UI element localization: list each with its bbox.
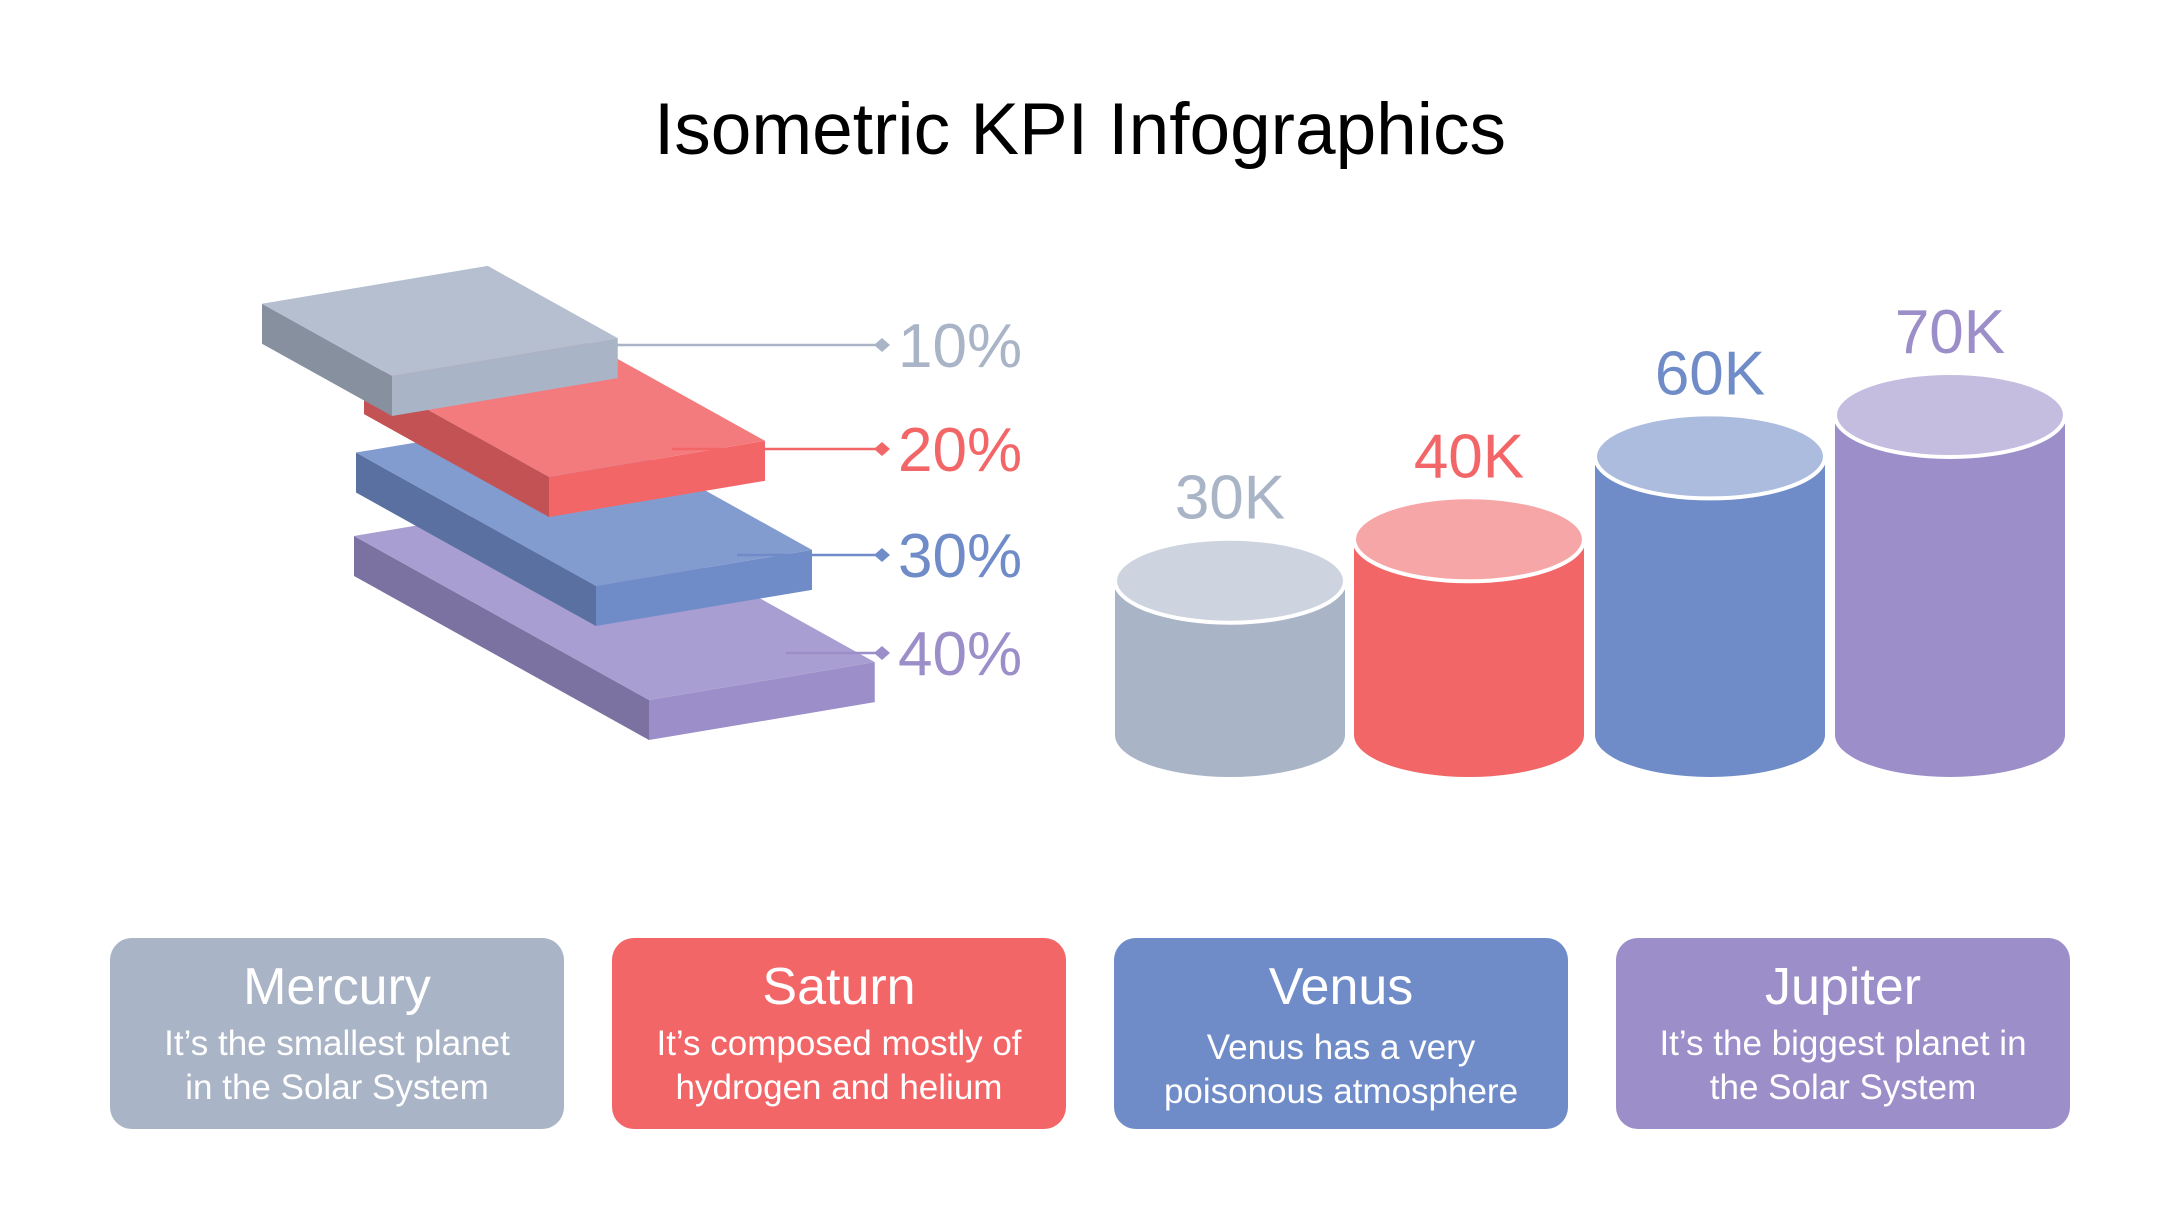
card-title: Jupiter (1764, 958, 1922, 1016)
pointer-dot (874, 442, 890, 456)
cylinder-top (1113, 536, 1347, 625)
slab-side-face (262, 303, 392, 416)
slab-front-face (596, 549, 813, 626)
card-description-line: the Solar System (1709, 1067, 1977, 1107)
card-description-line: in the Solar System (185, 1067, 489, 1107)
card-description-line: It’s the biggest planet in (1659, 1023, 2027, 1063)
slab-front-face (392, 338, 618, 416)
pointer-dot (874, 338, 890, 352)
card-venus: Venus Venus has a very poisonous atmosph… (1114, 938, 1568, 1129)
pointer-dot (874, 646, 890, 660)
pointer-dot (874, 548, 890, 562)
card-description: It’s composed mostly of hydrogen and hel… (612, 1022, 1066, 1110)
card-title: Mercury (243, 958, 431, 1016)
card-description-line: It’s composed mostly of (656, 1023, 1022, 1063)
cylinder-body (1354, 539, 1584, 777)
cylinder-top (1352, 495, 1586, 584)
slab-front-face (549, 440, 766, 517)
cylinder-value-label: 70K (1895, 298, 2005, 367)
kpi-percent-label: 30% (898, 522, 1022, 591)
card-description-line: poisonous atmosphere (1163, 1071, 1519, 1111)
card-mercury: Mercury It’s the smallest planet in the … (110, 938, 564, 1129)
card-saturn: Saturn It’s composed mostly of hydrogen … (612, 938, 1066, 1129)
card-description: It’s the smallest planet in the Solar Sy… (110, 1022, 564, 1110)
page-title: Isometric KPI Infographics (653, 89, 1506, 170)
cylinder-body (1595, 456, 1825, 777)
cylinder-value-label: 60K (1655, 339, 1765, 408)
card-description-line: Venus has a very (1206, 1027, 1476, 1067)
card-description-line: hydrogen and helium (675, 1067, 1003, 1107)
card-description: It’s the biggest planet in the Solar Sys… (1616, 1022, 2070, 1110)
kpi-percent-label: 10% (898, 312, 1022, 381)
card-description: Venus has a very poisonous atmosphere (1114, 1026, 1568, 1114)
slab-side-face (356, 452, 596, 626)
kpi-percent-label: 40% (898, 620, 1022, 689)
cylinder-top (1593, 412, 1827, 501)
card-title: Saturn (762, 958, 916, 1016)
slab-front-face (649, 662, 875, 740)
slab-top-face (262, 265, 618, 376)
cylinder-body (1115, 580, 1345, 777)
card-jupiter: Jupiter It’s the biggest planet in the S… (1616, 938, 2070, 1129)
slab-side-face (354, 535, 649, 740)
card-title: Venus (1268, 958, 1414, 1016)
cylinder-top (1833, 371, 2067, 459)
card-description-line: It’s the smallest planet (164, 1023, 510, 1063)
cylinder-value-label: 30K (1175, 464, 1285, 533)
cylinder-value-label: 40K (1414, 422, 1524, 491)
cylinder-body (1835, 415, 2065, 777)
kpi-percent-label: 20% (898, 416, 1022, 485)
